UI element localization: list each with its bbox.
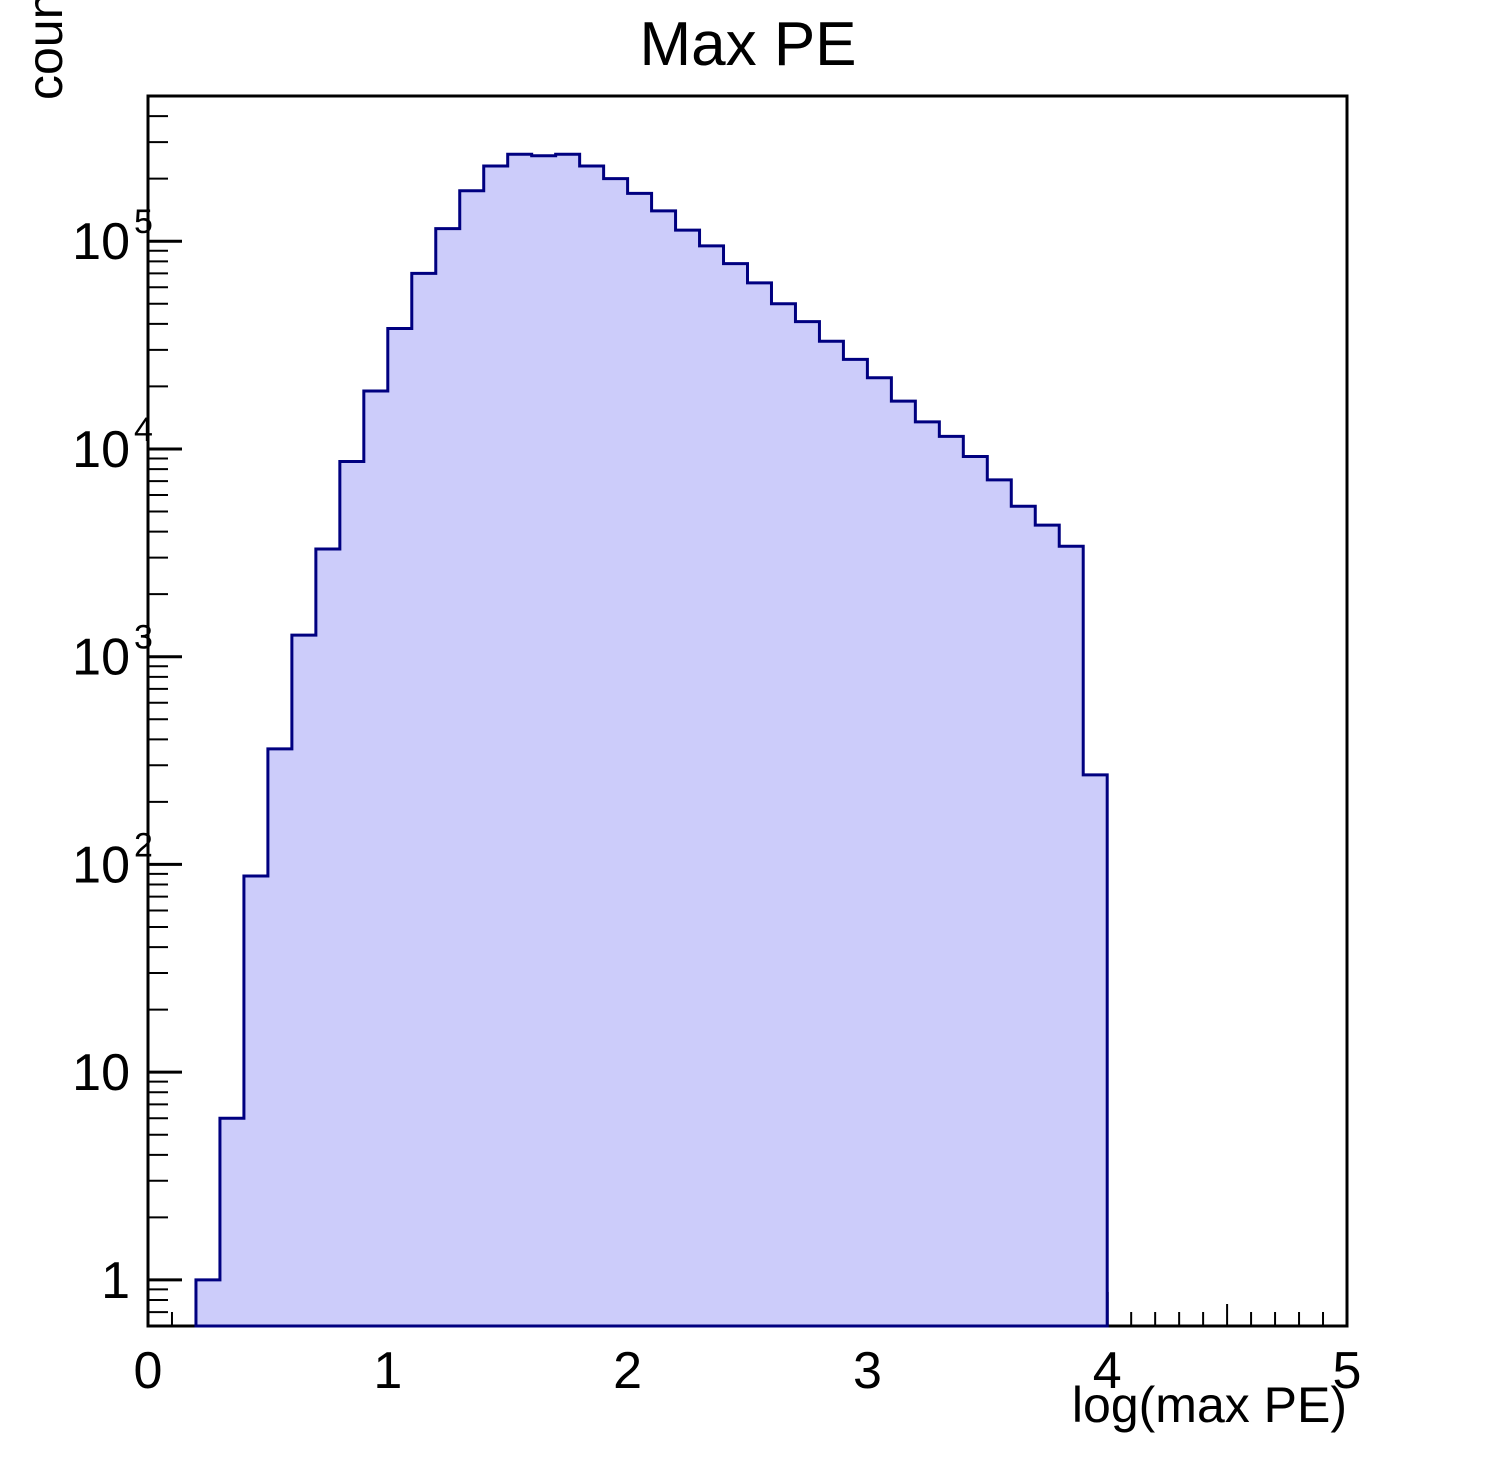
- y-tick-label: 1: [101, 1252, 130, 1310]
- x-tick-label: 4: [1093, 1342, 1122, 1400]
- histogram-series: [194, 152, 1109, 1328]
- y-tick-label: 10: [72, 629, 130, 687]
- x-tick-label: 0: [134, 1342, 163, 1400]
- y-tick-label-exponent: 2: [134, 826, 153, 864]
- page-title: Max PE: [639, 10, 857, 79]
- x-tick-label: 5: [1333, 1342, 1362, 1400]
- x-axis-tick-labels: 0 1 2 3 4 5: [134, 1342, 1362, 1400]
- x-tick-label: 1: [373, 1342, 402, 1400]
- x-tick-label: 2: [613, 1342, 642, 1400]
- y-axis-ticks: [148, 95, 182, 1314]
- y-axis-title: count: [17, 0, 73, 100]
- y-tick-label: 10: [72, 421, 130, 479]
- x-axis-title: log(max PE): [1072, 1377, 1347, 1433]
- y-tick-label-exponent: 3: [134, 619, 153, 657]
- y-tick-label: 10: [72, 836, 130, 894]
- y-tick-label: 10: [72, 213, 130, 271]
- x-tick-label: 3: [853, 1342, 882, 1400]
- y-tick-label-exponent: 5: [134, 203, 153, 241]
- y-tick-label-exponent: 4: [134, 411, 153, 449]
- y-tick-label: 10: [72, 1044, 130, 1102]
